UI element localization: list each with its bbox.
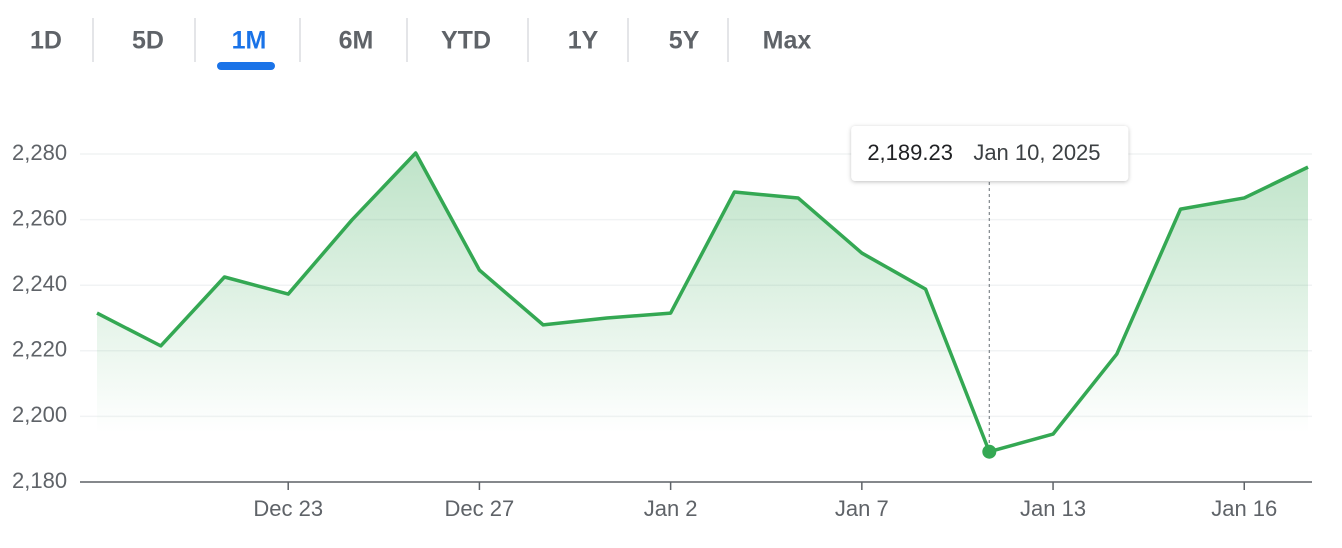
y-tick-label: 2,260: [12, 205, 67, 230]
y-tick-label: 2,280: [12, 140, 67, 165]
x-tick-label: Jan 7: [835, 496, 889, 521]
range-tab[interactable]: 1M: [232, 27, 267, 55]
area: [97, 153, 1308, 483]
x-tick-label: Jan 16: [1211, 496, 1277, 521]
tooltip: 2,189.23 Jan 10, 2025: [851, 126, 1129, 181]
tooltip-value: 2,189.23: [867, 140, 953, 165]
x-tick-label: Jan 2: [644, 496, 698, 521]
selected-tab-indicator: [217, 62, 275, 70]
tooltip-date: Jan 10, 2025: [973, 140, 1100, 165]
range-tab[interactable]: 1D: [30, 27, 62, 55]
y-tick-label: 2,220: [12, 337, 67, 362]
y-tick-label: 2,200: [12, 402, 67, 427]
y-tick-label: 2,180: [12, 468, 67, 493]
range-tab[interactable]: 6M: [339, 27, 374, 55]
range-tab[interactable]: 5D: [132, 27, 164, 55]
x-tick-label: Dec 23: [253, 496, 323, 521]
price-line: [96, 151, 1309, 454]
range-tab[interactable]: YTD: [441, 27, 491, 55]
x-tick-label: Jan 13: [1020, 496, 1086, 521]
y-tick-label: 2,240: [12, 271, 67, 296]
x-tick-label: Dec 27: [445, 496, 515, 521]
hover-point: [982, 444, 997, 459]
range-tab[interactable]: Max: [763, 27, 812, 55]
range-tab[interactable]: 1Y: [568, 27, 599, 55]
range-tab[interactable]: 5Y: [669, 27, 700, 55]
tooltip-box: [851, 126, 1129, 181]
